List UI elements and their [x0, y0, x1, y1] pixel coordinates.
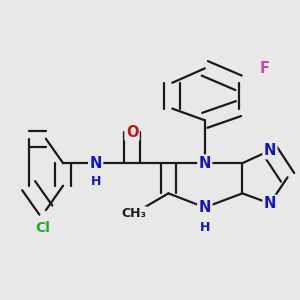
Text: N: N — [199, 200, 211, 215]
Text: N: N — [199, 200, 211, 215]
Text: N: N — [264, 196, 276, 211]
Text: N: N — [89, 156, 102, 171]
Text: O: O — [126, 124, 138, 140]
Text: N: N — [264, 143, 276, 158]
Text: CH₃: CH₃ — [122, 207, 146, 220]
Text: N: N — [199, 156, 211, 171]
Text: F: F — [259, 61, 269, 76]
Text: H: H — [200, 221, 210, 234]
Text: Cl: Cl — [36, 220, 51, 235]
Text: H: H — [91, 176, 101, 188]
